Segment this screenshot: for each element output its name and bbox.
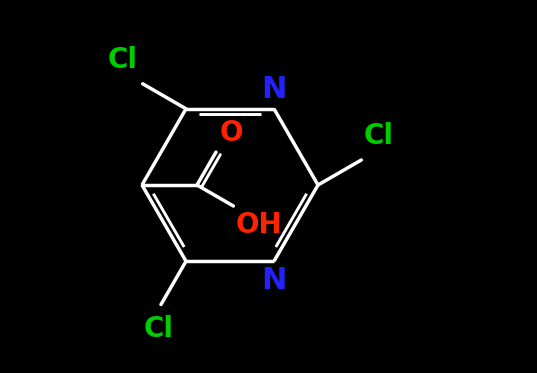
Text: N: N <box>262 75 287 104</box>
Text: N: N <box>262 266 287 295</box>
Text: Cl: Cl <box>144 314 174 342</box>
Text: Cl: Cl <box>108 46 137 74</box>
Text: OH: OH <box>235 211 282 239</box>
Text: Cl: Cl <box>364 122 393 150</box>
Text: O: O <box>220 119 243 147</box>
